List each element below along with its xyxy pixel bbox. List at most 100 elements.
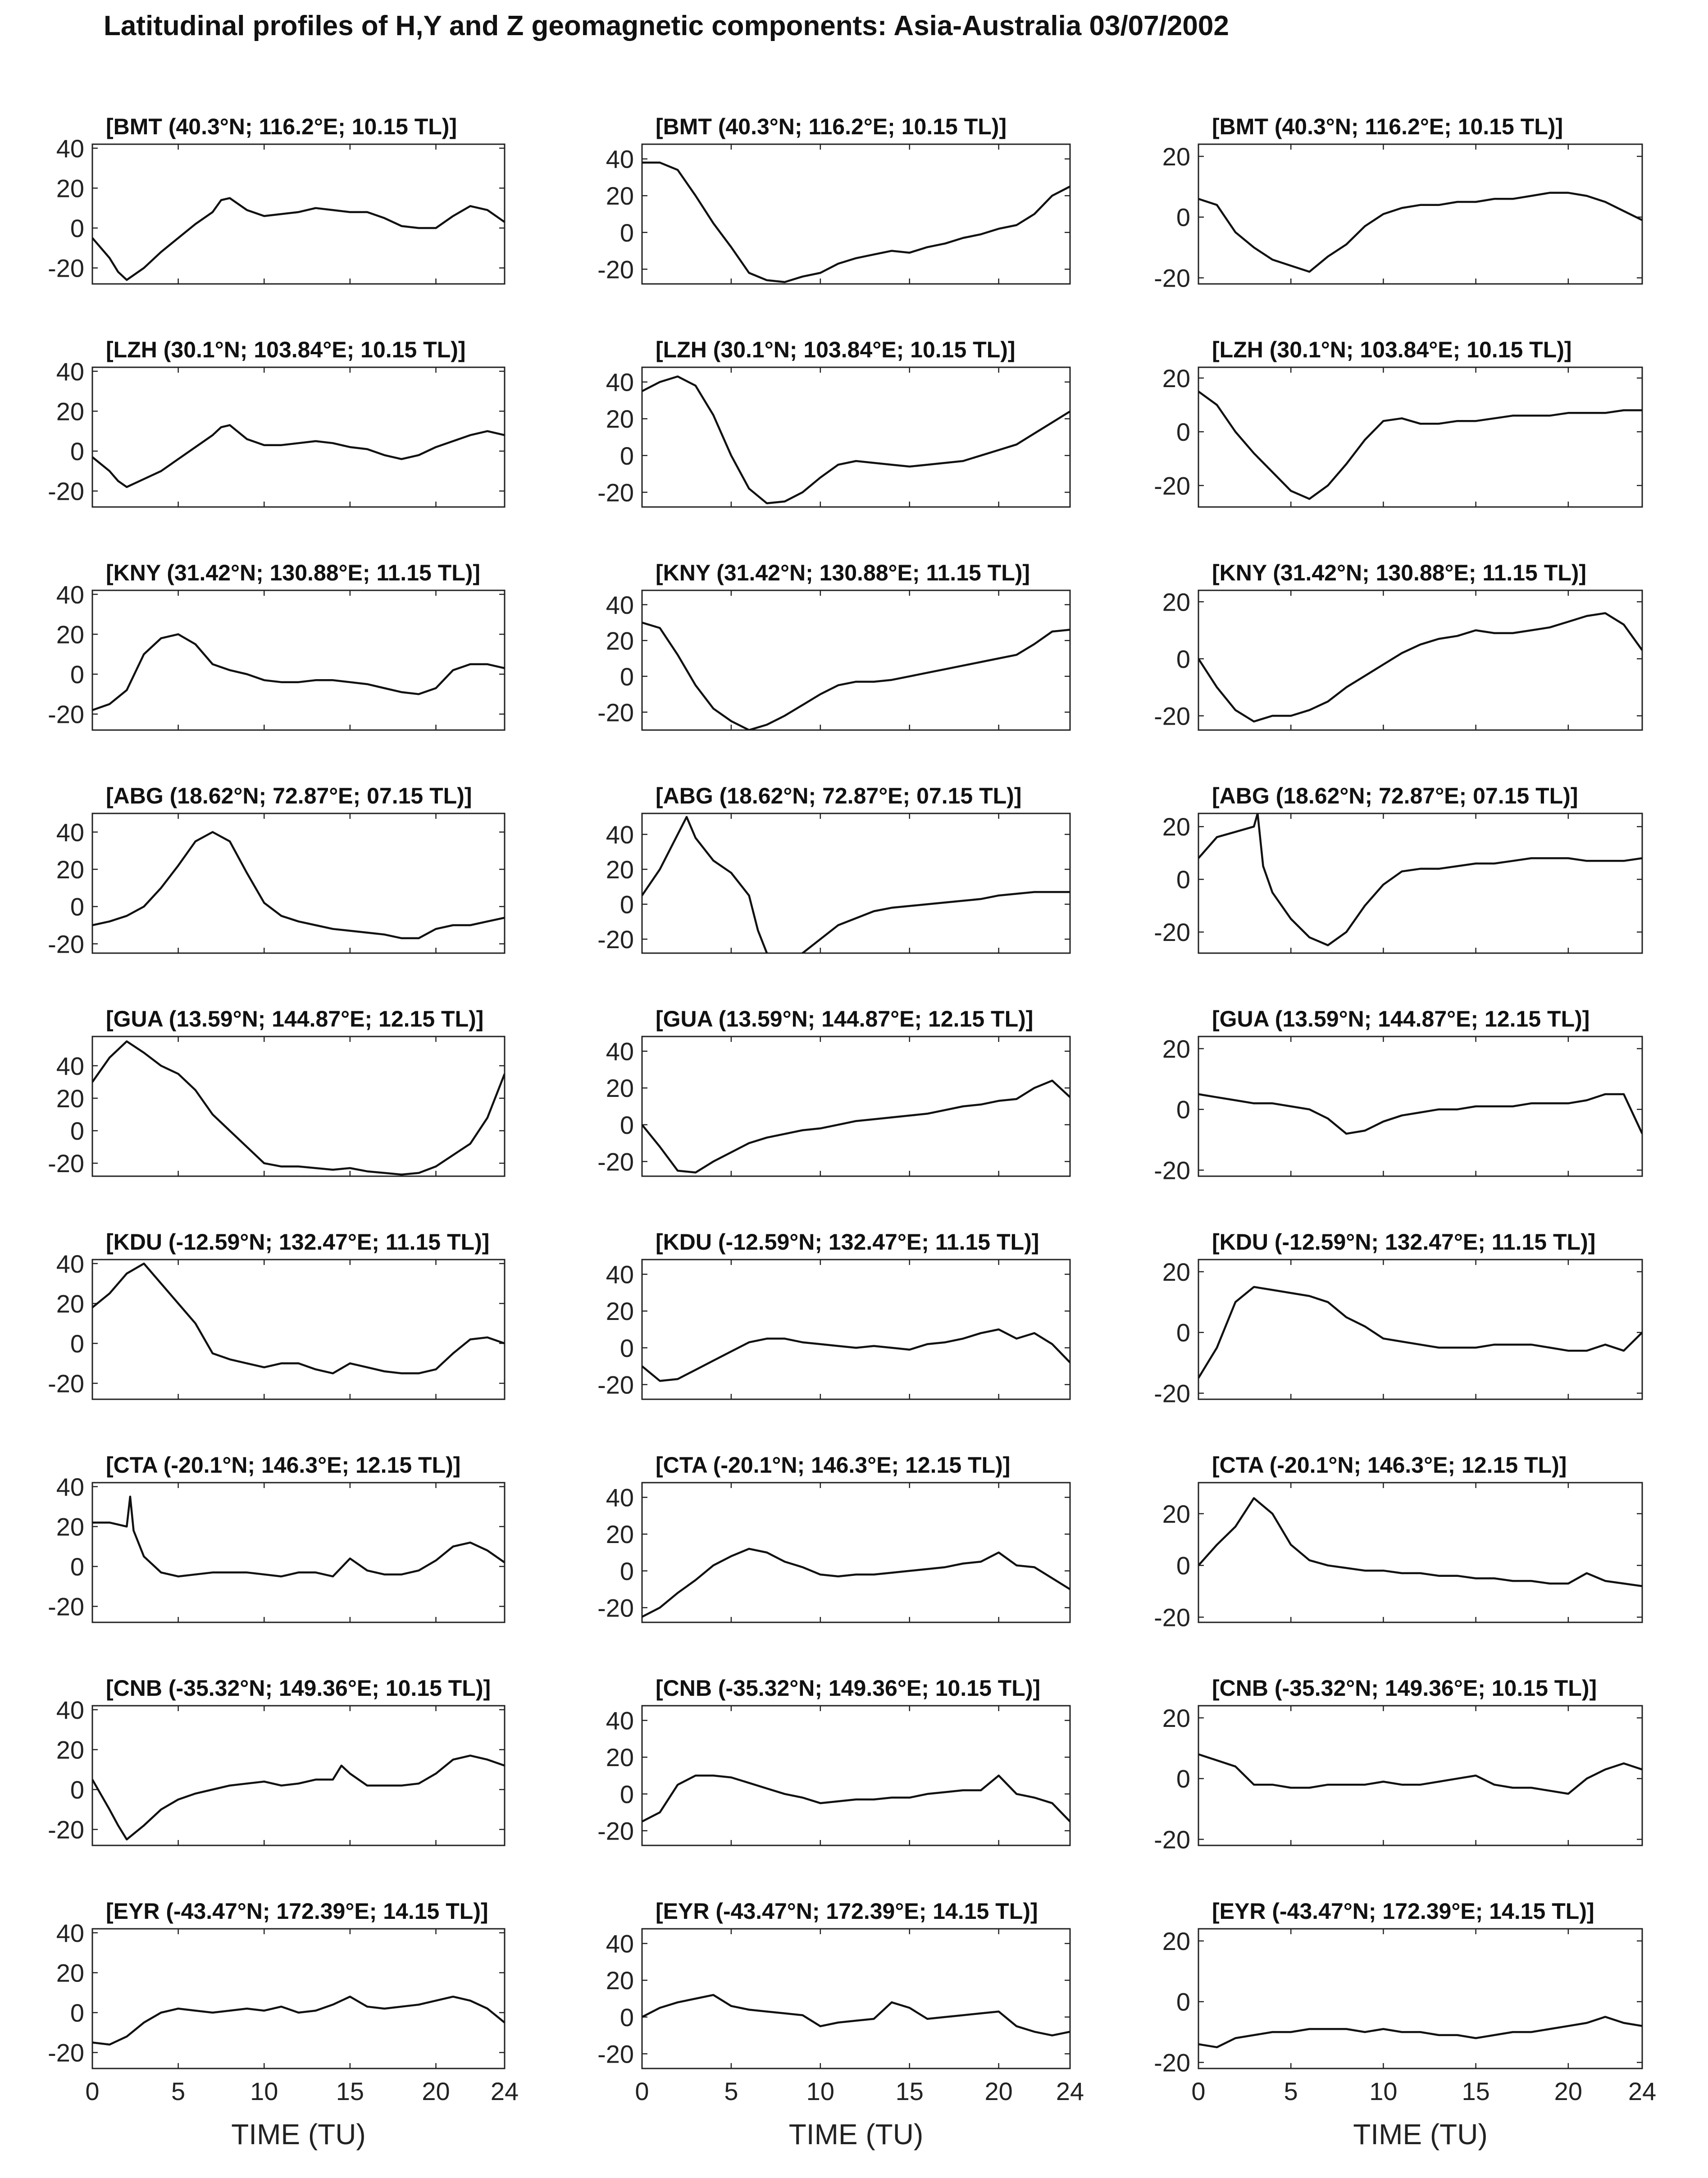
y-tick-label: 20 [606,405,634,433]
y-tick-label: 20 [1162,364,1190,393]
series-line [642,1774,1070,1823]
x-tick-label: 15 [896,2077,924,2105]
axes-box [641,1482,1071,1623]
y-tick-label: 20 [56,174,84,202]
axes-box [91,143,506,285]
y-tick-label: 20 [606,855,634,884]
y-tick-label: 0 [1176,645,1190,673]
series-line [1198,390,1642,500]
subplot-cta-3: [CTA (-20.1°N; 146.3°E; 12.15 TL)] -20 0 20 [1154,1452,1643,1632]
y-tick-label: -20 [48,254,84,283]
subplot-title: [GUA (13.59°N; 144.87°E; 12.15 TL)] [1212,1006,1590,1032]
series-line [642,816,1070,953]
y-tick-label: 40 [56,1052,84,1080]
subplot-gua-1: [GUA (13.59°N; 144.87°E; 12.15 TL)] -20 0 2… [48,1006,506,1178]
y-tick-label: 40 [606,1707,634,1735]
y-tick-label: 0 [70,1117,84,1145]
axes-box [641,1259,1071,1400]
subplot-title: [CNB (-35.32°N; 149.36°E; 10.15 TL)] [106,1676,491,1701]
y-tick-label: 40 [56,580,84,609]
y-tick-label: 0 [1176,1319,1190,1347]
y-tick-label: 0 [620,1557,634,1585]
y-tick-label: -20 [1154,471,1190,500]
axes-box [1198,366,1643,508]
y-tick-label: 40 [606,368,634,397]
y-tick-label: -20 [597,1370,634,1399]
axes-box [641,813,1071,954]
subplot-kdu-2: [KDU (-12.59°N; 132.47°E; 11.15 TL)] -20 0… [597,1229,1071,1400]
subplot-title: [ABG (18.62°N; 72.87°E; 07.15 TL)] [106,783,472,808]
axes-box [91,1259,506,1400]
y-tick-label: -20 [1154,1826,1190,1854]
y-tick-label: -20 [1154,2049,1190,2077]
y-tick-label: -20 [48,1149,84,1178]
axes-box [1198,589,1643,731]
y-tick-label: 40 [606,145,634,174]
y-tick-label: 20 [56,1959,84,1987]
y-tick-label: 20 [606,1074,634,1102]
panel-grid: [BMT (40.3°N; 116.2°E; 10.15 TL)]-200204… [48,114,1656,2151]
y-tick-label: 40 [606,1260,634,1289]
y-tick-label: 0 [70,437,84,466]
axes-box [641,1036,1071,1177]
y-tick-label: 0 [70,660,84,689]
series-line [642,375,1070,505]
x-tick-label: 0 [635,2077,649,2105]
series-line [642,1994,1070,2036]
subplot-eyr-2: [EYR (-43.47°N; 172.39°E; 14.15 TL)]-200… [597,1899,1084,2151]
y-tick-label: 0 [620,662,634,691]
y-tick-label: 0 [620,1334,634,1362]
subplot-title: [KDU (-12.59°N; 132.47°E; 11.15 TL)] [106,1229,489,1255]
subplot-cnb-1: [CNB (-35.32°N; 149.36°E; 10.15 TL)] -20 0… [48,1676,506,1846]
y-tick-label: 40 [56,134,84,163]
subplot-kdu-3: [KDU (-12.59°N; 132.47°E; 11.15 TL)] -20 0… [1154,1229,1643,1408]
y-tick-label: 20 [606,1743,634,1772]
y-tick-label: 40 [606,1484,634,1512]
axes-box [1198,1928,1643,2069]
x-tick-label: 5 [171,2077,185,2105]
subplot-cnb-3: [CNB (-35.32°N; 149.36°E; 10.15 TL)] -20 0… [1154,1676,1643,1854]
y-tick-label: 20 [1162,1258,1190,1286]
series-line [92,831,505,940]
subplot-lzh-1: [LZH (30.1°N; 103.84°E; 10.15 TL)] -20 0 20… [48,337,506,508]
y-tick-label: 0 [620,1111,634,1139]
subplot-eyr-3: [EYR (-43.47°N; 172.39°E; 14.15 TL)]-200… [1154,1899,1656,2151]
x-axis-label: TIME (TU) [789,2118,924,2151]
series-line [1198,1753,1642,1795]
subplot-lzh-3: [LZH (30.1°N; 103.84°E; 10.15 TL)] -20 0 20 [1154,337,1643,508]
x-tick-label: 0 [85,2077,99,2105]
x-tick-label: 24 [1056,2077,1084,2105]
series-line [642,161,1070,283]
y-tick-label: 20 [1162,1035,1190,1063]
axes-box [1198,813,1643,954]
y-tick-label: 40 [56,1919,84,1947]
figure-title: Latitudinal profiles of H,Y and Z geomag… [104,10,1229,41]
y-tick-label: -20 [597,255,634,283]
y-tick-label: 0 [1176,1096,1190,1124]
y-tick-label: 0 [620,1780,634,1808]
series-line [92,1262,505,1374]
subplot-title: [CNB (-35.32°N; 149.36°E; 10.15 TL)] [1212,1676,1597,1701]
axes-box [91,589,506,731]
axes-box [91,1036,506,1177]
axes-box [91,813,506,954]
y-tick-label: -20 [48,477,84,506]
subplot-title: [EYR (-43.47°N; 172.39°E; 14.15 TL)] [106,1899,488,1924]
y-tick-label: 0 [620,2003,634,2032]
subplot-title: [BMT (40.3°N; 116.2°E; 10.15 TL)] [106,114,457,139]
subplot-title: [CTA (-20.1°N; 146.3°E; 12.15 TL)] [656,1452,1010,1478]
y-tick-label: -20 [1154,264,1190,292]
x-tick-label: 0 [1191,2077,1205,2105]
y-tick-label: -20 [597,925,634,954]
y-tick-label: 20 [56,855,84,884]
y-tick-label: 20 [606,1966,634,1995]
series-line [92,424,505,488]
y-tick-label: 40 [56,1696,84,1724]
y-tick-label: -20 [1154,702,1190,730]
series-line [1198,1093,1642,1135]
y-tick-label: 20 [56,1512,84,1541]
y-tick-label: 0 [1176,1988,1190,2016]
y-tick-label: -20 [1154,1603,1190,1632]
axes-box [1198,1036,1643,1177]
